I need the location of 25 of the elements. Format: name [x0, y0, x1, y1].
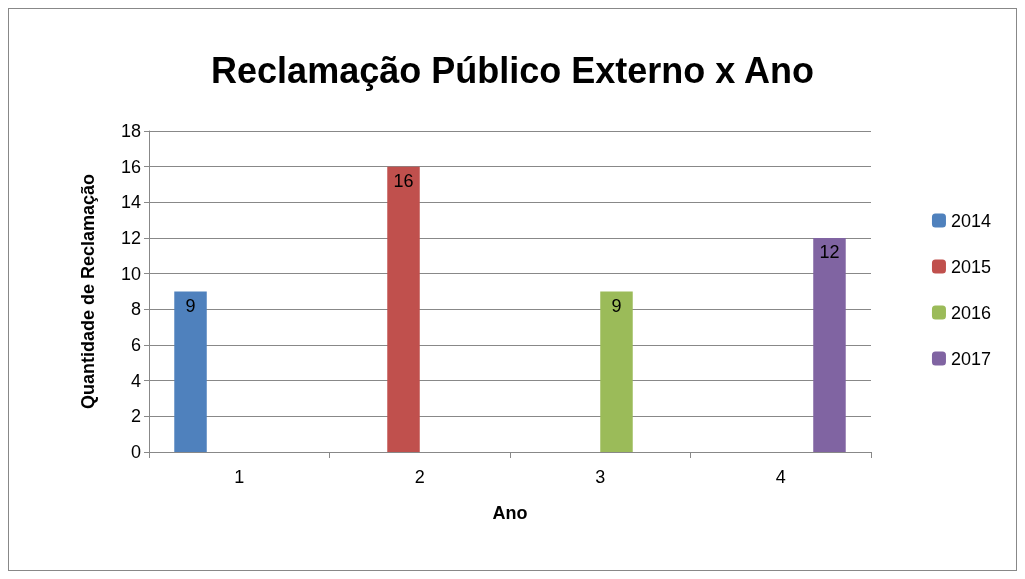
y-tick-label: 6 — [130, 335, 141, 355]
legend-label: 2017 — [950, 348, 991, 369]
data-label: 9 — [185, 295, 196, 316]
y-tick-label: 0 — [130, 442, 141, 462]
y-tick-label: 16 — [120, 156, 141, 177]
y-tick-label: 12 — [120, 228, 141, 248]
y-tick-label: 10 — [120, 263, 141, 284]
x-tick-label: 4 — [775, 467, 786, 487]
x-tick-label: 2 — [414, 467, 425, 487]
y-tick-label: 18 — [120, 121, 141, 141]
x-tick-label: 3 — [595, 467, 606, 487]
x-axis-title: Ano — [492, 503, 528, 523]
y-tick-label: 8 — [130, 299, 141, 320]
data-label: 12 — [819, 242, 840, 262]
y-tick-label: 2 — [130, 406, 141, 427]
y-axis-title: Quantidade de Reclamação — [78, 173, 98, 410]
legend-label: 2016 — [950, 302, 991, 323]
data-label: 16 — [393, 170, 414, 191]
legend-label: 2014 — [950, 210, 991, 231]
x-tick-label: 1 — [234, 467, 245, 487]
data-label: 9 — [611, 295, 622, 316]
legend-label: 2015 — [950, 256, 991, 277]
y-tick-label: 4 — [130, 370, 141, 391]
chart-title: Reclamação Público Externo x Ano — [211, 49, 814, 91]
y-tick-label: 14 — [120, 192, 141, 213]
